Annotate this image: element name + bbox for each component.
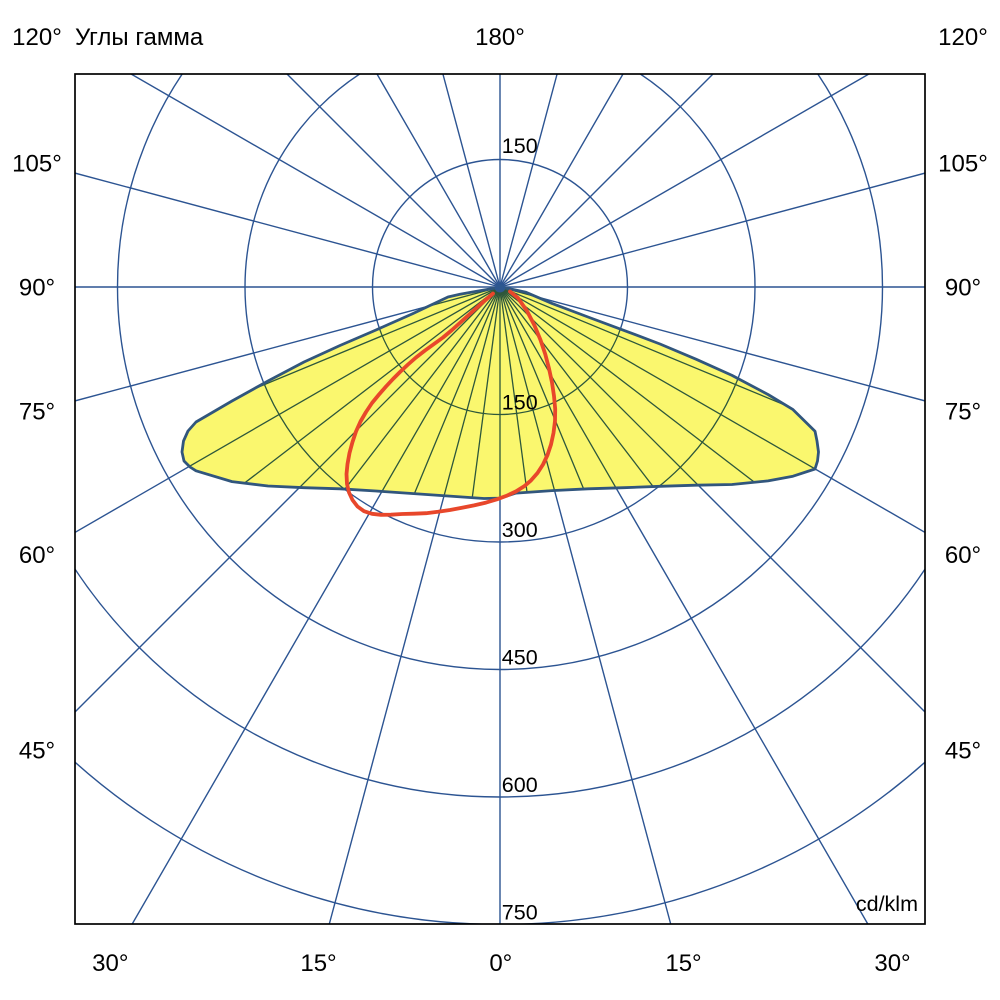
svg-text:60°: 60° (19, 542, 55, 569)
svg-text:45°: 45° (945, 738, 981, 765)
svg-text:90°: 90° (19, 275, 55, 302)
svg-text:450: 450 (502, 646, 538, 670)
svg-text:15°: 15° (300, 950, 336, 977)
svg-text:180°: 180° (475, 24, 525, 51)
svg-text:15°: 15° (665, 950, 701, 977)
svg-text:300: 300 (502, 518, 538, 542)
svg-text:150: 150 (502, 391, 538, 415)
svg-text:120°: 120° (938, 24, 988, 51)
svg-text:105°: 105° (12, 151, 62, 178)
svg-text:0°: 0° (489, 950, 512, 977)
svg-text:90°: 90° (945, 275, 981, 302)
svg-text:60°: 60° (945, 542, 981, 569)
svg-text:30°: 30° (874, 950, 910, 977)
svg-text:600: 600 (502, 773, 538, 797)
svg-text:75°: 75° (945, 399, 981, 426)
svg-text:cd/klm: cd/klm (856, 892, 918, 916)
svg-text:120°: 120° (12, 24, 62, 51)
svg-text:Углы гамма: Углы гамма (75, 24, 204, 51)
svg-text:150: 150 (502, 134, 538, 158)
svg-text:750: 750 (502, 901, 538, 925)
svg-text:105°: 105° (938, 151, 988, 178)
svg-text:45°: 45° (19, 738, 55, 765)
svg-text:30°: 30° (92, 950, 128, 977)
svg-text:75°: 75° (19, 399, 55, 426)
